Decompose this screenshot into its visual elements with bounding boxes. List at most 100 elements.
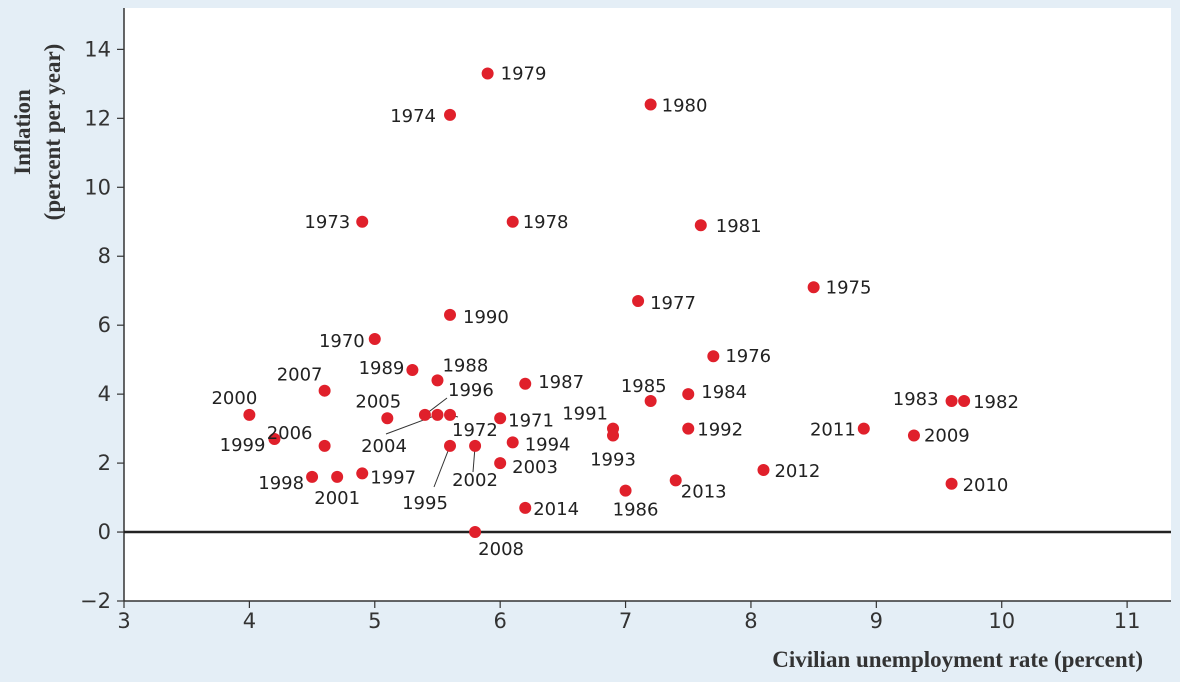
point-label: 1970	[319, 331, 365, 352]
y-tick-label: 2	[98, 451, 111, 475]
point-label: 1980	[662, 96, 708, 117]
y-tick-label: 14	[84, 37, 111, 61]
x-tick-label: 4	[243, 609, 256, 633]
point-label: 1996	[448, 380, 494, 401]
leader-line	[433, 445, 451, 488]
point-label: 1984	[701, 382, 747, 403]
data-point	[381, 412, 394, 425]
data-point	[857, 422, 870, 435]
data-point	[707, 350, 720, 363]
point-label: 1986	[613, 500, 659, 521]
y-tick-label: 12	[84, 106, 111, 130]
point-label: 1988	[442, 355, 488, 376]
x-tick-label: 8	[744, 609, 757, 633]
x-axis-title: Civilian unemployment rate (percent)	[772, 647, 1143, 672]
data-point	[669, 474, 682, 487]
point-label: 1985	[621, 376, 667, 397]
point-label: 1982	[973, 392, 1019, 413]
data-point	[431, 408, 444, 421]
data-point	[644, 395, 657, 408]
data-point	[318, 384, 331, 397]
data-point	[444, 439, 457, 452]
data-point	[619, 484, 632, 497]
data-point	[469, 526, 482, 539]
x-tick-label: 6	[493, 609, 506, 633]
y-tick-label: 6	[98, 313, 111, 337]
y-tick-label: 8	[98, 244, 111, 268]
data-point	[644, 98, 657, 111]
data-point	[494, 457, 507, 470]
point-label: 1973	[304, 212, 350, 233]
data-point	[682, 422, 695, 435]
data-point	[431, 374, 444, 387]
point-label: 1971	[508, 410, 554, 431]
point-label: 1999	[220, 435, 266, 456]
data-point	[506, 436, 519, 449]
data-point	[945, 395, 958, 408]
y-axis-title-line-2: (percent per year)	[40, 44, 65, 221]
y-tick-label: −2	[80, 589, 111, 613]
point-label: 2012	[774, 461, 820, 482]
point-label: 1981	[716, 216, 762, 237]
data-point	[945, 477, 958, 490]
data-point	[519, 501, 532, 514]
point-label: 1992	[697, 420, 743, 441]
point-label: 1997	[370, 467, 416, 488]
y-axis-title: Inflation (percent per year)	[10, 44, 65, 221]
data-point	[958, 395, 971, 408]
data-point	[444, 308, 457, 321]
point-label: 2009	[924, 426, 970, 447]
point-label: 2001	[314, 488, 360, 509]
data-point	[318, 439, 331, 452]
data-point	[694, 219, 707, 232]
point-label: 1994	[525, 434, 571, 455]
x-tick-label: 7	[619, 609, 632, 633]
data-point	[356, 215, 369, 228]
point-label: 1972	[452, 420, 498, 441]
x-tick-label: 3	[117, 609, 130, 633]
point-labels: 1970 1971 1972 1973 1974 1975 1976 1977 1978 1979…	[211, 64, 1018, 561]
data-point	[632, 295, 645, 308]
point-label: 2011	[810, 420, 856, 441]
point-label: 2000	[211, 388, 257, 409]
data-points	[243, 67, 971, 539]
y-axis-title-line-1: Inflation	[10, 89, 35, 175]
point-label: 2013	[681, 481, 727, 502]
axes	[123, 8, 1171, 602]
point-label: 1991	[562, 404, 608, 425]
data-point	[807, 281, 820, 294]
data-point	[469, 439, 482, 452]
data-point	[907, 429, 920, 442]
data-point	[406, 364, 419, 377]
data-point	[481, 67, 494, 80]
point-label: 2006	[267, 423, 313, 444]
x-tick-label: 10	[988, 609, 1015, 633]
point-label: 1974	[390, 106, 436, 127]
data-point	[506, 215, 519, 228]
data-point	[243, 408, 256, 421]
point-label: 1983	[893, 389, 939, 410]
data-point	[268, 432, 281, 445]
data-point	[331, 470, 344, 483]
data-point	[444, 408, 457, 421]
data-point	[418, 408, 431, 421]
point-label: 2004	[361, 436, 407, 457]
data-point	[682, 388, 695, 401]
point-label: 1995	[402, 493, 448, 514]
point-label: 2010	[963, 475, 1009, 496]
data-point	[757, 463, 770, 476]
x-tick-label: 9	[870, 609, 883, 633]
data-point	[519, 377, 532, 390]
data-point	[356, 467, 369, 480]
point-label: 2014	[533, 499, 579, 520]
x-tick-label: 5	[368, 609, 381, 633]
y-tick-label: 10	[84, 175, 111, 199]
point-label: 2007	[277, 365, 323, 386]
point-label: 2005	[355, 391, 401, 412]
point-label: 1976	[725, 346, 771, 367]
data-point	[494, 412, 507, 425]
data-point	[368, 332, 381, 345]
tick-labels: 3 4 5 6 7 8 9 10 11 −2 0 2 4 6 8 10 12 14	[80, 37, 1140, 633]
point-label: 1998	[258, 473, 304, 494]
